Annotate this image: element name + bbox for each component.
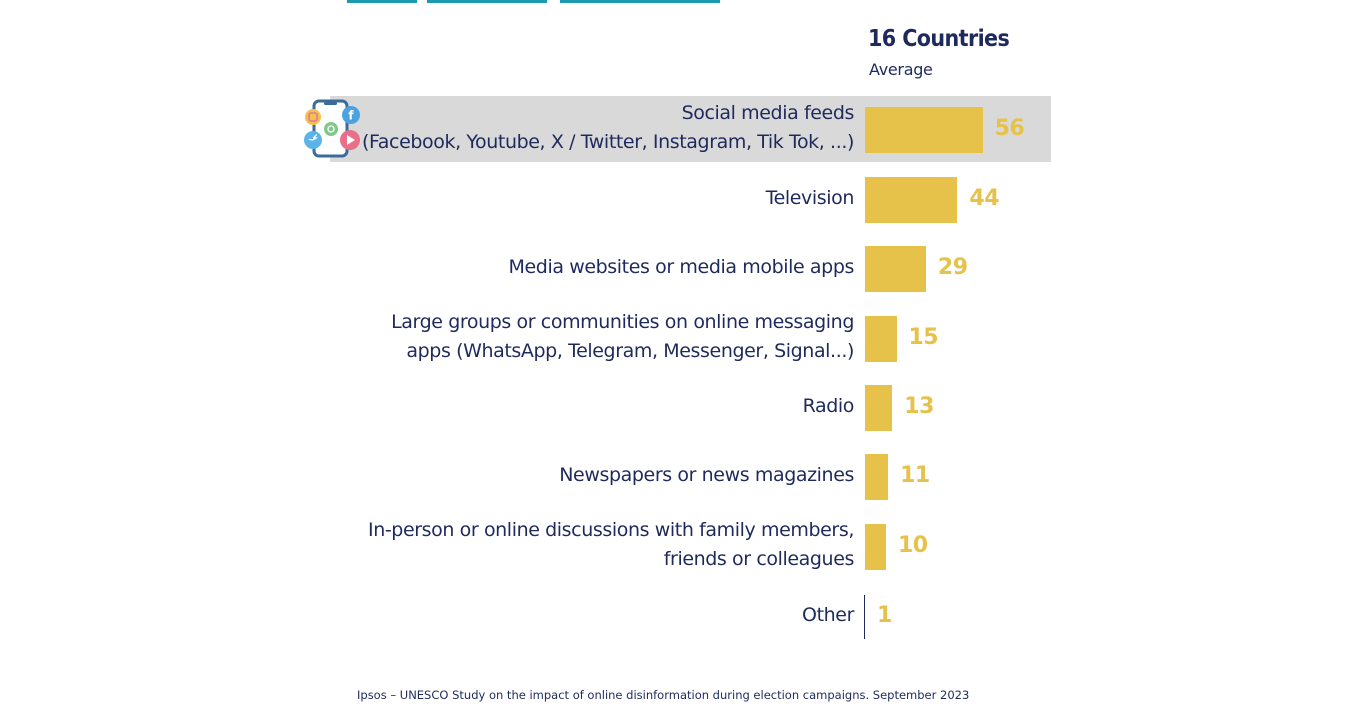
bar: [865, 524, 886, 570]
category-label-line: Social media feeds: [681, 102, 855, 124]
other-bar-axis-line: [864, 595, 865, 639]
bar: [865, 107, 983, 153]
value-label: 13: [904, 394, 934, 419]
chart-title: 16 Countries: [868, 26, 1010, 52]
category-label-line: (Facebook, Youtube, X / Twitter, Instagr…: [362, 131, 854, 153]
category-label: In-person or online discussions with fam…: [368, 516, 854, 574]
source-footnote: Ipsos – UNESCO Study on the impact of on…: [357, 688, 970, 702]
category-label-line: apps (WhatsApp, Telegram, Messenger, Sig…: [406, 340, 854, 362]
bar: [865, 246, 926, 292]
category-label: Social media feeds (Facebook, Youtube, X …: [362, 99, 854, 157]
value-label: 11: [900, 463, 930, 488]
category-label: Newspapers or news magazines: [559, 461, 854, 490]
bar: [865, 177, 958, 223]
category-label-line: Television: [765, 186, 855, 209]
category-label-line: Media websites or media mobile apps: [508, 255, 855, 278]
social-media-phone-icon: f: [304, 99, 360, 158]
category-label-line: Other: [802, 603, 854, 626]
category-label-line: friends or colleagues: [663, 548, 855, 570]
bar: [865, 385, 893, 431]
category-label: Radio: [802, 392, 855, 421]
category-label: Large groups or communities on online me…: [391, 308, 854, 366]
bar: [865, 316, 897, 362]
category-label-line: Newspapers or news magazines: [559, 463, 854, 486]
top-heading-fragment: [315, 0, 745, 4]
value-label: 1: [877, 603, 892, 628]
category-label-line: Large groups or communities on online me…: [391, 311, 854, 333]
category-label: Other: [802, 601, 854, 630]
value-label: 56: [994, 116, 1025, 141]
category-label: Media websites or media mobile apps: [509, 253, 855, 282]
category-label-line: In-person or online discussions with fam…: [368, 519, 854, 541]
value-label: 15: [908, 325, 939, 350]
value-label: 10: [898, 533, 928, 558]
chart-subtitle: Average: [869, 60, 933, 79]
value-label: 29: [937, 255, 968, 280]
value-label: 44: [969, 186, 1000, 211]
svg-text:f: f: [348, 109, 354, 123]
category-label: Television: [765, 184, 855, 213]
category-label-line: Radio: [802, 394, 855, 417]
bar: [865, 454, 889, 500]
